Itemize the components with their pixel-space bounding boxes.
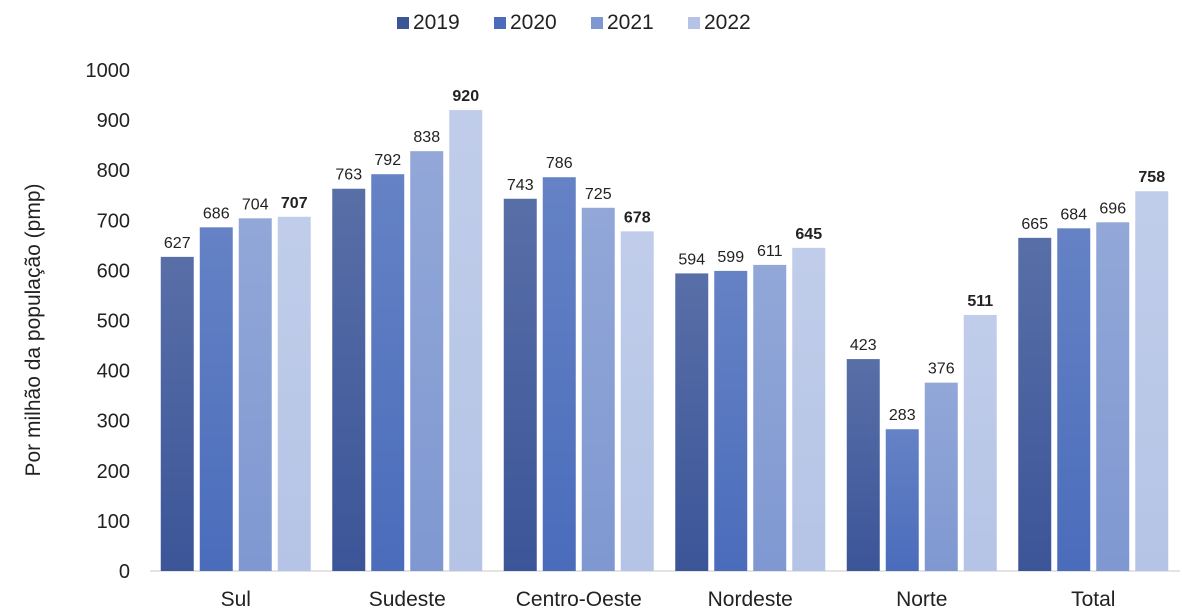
legend-swatch [688, 17, 700, 29]
bar-2020 [199, 227, 233, 571]
bar-2021 [581, 207, 615, 571]
bar-2019 [160, 256, 194, 571]
y-tick-label: 500 [97, 311, 130, 333]
data-labels: 627 686 704 707 763 792 838 920 743 786 725 678 594 5… [164, 88, 1165, 424]
bars [160, 110, 1169, 572]
data-label: 920 [452, 88, 479, 105]
data-label: 743 [507, 177, 534, 194]
data-label: 599 [717, 249, 744, 266]
bar-2022 [1135, 191, 1169, 571]
bar-2019 [332, 188, 366, 571]
data-label: 376 [928, 361, 955, 378]
y-tick-label: 600 [97, 260, 130, 282]
bar-2019 [1018, 237, 1052, 571]
legend-label: 2021 [607, 11, 654, 34]
y-tick-label: 400 [97, 361, 130, 383]
y-axis-title: Por milhão da população (pmp) [22, 184, 45, 477]
x-tick-label: Nordeste [708, 588, 793, 611]
legend: 2019 2020 2021 2022 [397, 11, 751, 34]
legend-label: 2020 [510, 11, 557, 34]
y-tick-label: 200 [97, 461, 130, 483]
data-label: 838 [413, 129, 440, 146]
x-tick-label: Centro-Oeste [516, 588, 642, 611]
bar-2019 [503, 198, 537, 571]
data-label: 423 [850, 337, 877, 354]
bar-2022 [963, 314, 997, 571]
data-label: 645 [795, 226, 822, 243]
bar-2020 [542, 177, 576, 572]
x-tick-label: Sul [221, 588, 251, 611]
bar-2021 [238, 218, 272, 571]
bar-2021 [410, 151, 444, 572]
x-tick-label: Sudeste [369, 588, 446, 611]
legend-label: 2022 [704, 11, 751, 34]
bar-2021 [753, 264, 787, 571]
legend-swatch [494, 17, 506, 29]
data-label: 283 [889, 407, 916, 424]
bar-2022 [792, 247, 826, 572]
data-label: 696 [1099, 200, 1126, 217]
data-label: 725 [585, 186, 612, 203]
y-tick-label: 100 [97, 511, 130, 533]
data-label: 704 [242, 196, 269, 213]
y-tick-label: 900 [97, 110, 130, 132]
bar-2022 [620, 231, 654, 571]
legend-swatch [397, 17, 409, 29]
data-label: 665 [1021, 216, 1048, 233]
y-tick-label: 700 [97, 210, 130, 232]
data-label: 763 [335, 167, 362, 184]
data-label: 627 [164, 235, 191, 252]
bar-2020 [371, 174, 405, 571]
bar-2019 [675, 273, 709, 571]
bar-2022 [449, 110, 483, 571]
y-tick-label: 1000 [86, 60, 131, 82]
bar-2021 [924, 382, 958, 571]
y-tick-label: 0 [119, 561, 130, 583]
bar-2020 [885, 429, 919, 571]
bar-2019 [846, 359, 880, 571]
data-label: 511 [967, 293, 993, 310]
x-axis: Sul Sudeste Centro-Oeste Nordeste Norte Total [150, 570, 1180, 611]
bar-2020 [714, 270, 748, 571]
y-tick-label: 300 [97, 411, 130, 433]
data-label: 758 [1138, 169, 1165, 186]
data-label: 786 [546, 155, 573, 172]
y-axis: 0 100 200 300 400 500 600 700 800 900 1000 [86, 60, 131, 583]
legend-label: 2019 [413, 11, 460, 34]
y-tick-label: 800 [97, 160, 130, 182]
bar-2021 [1096, 222, 1130, 571]
data-label: 686 [203, 205, 230, 222]
x-tick-label: Norte [896, 588, 947, 611]
data-label: 707 [281, 195, 308, 212]
data-label: 678 [624, 209, 651, 226]
bar-2022 [277, 216, 311, 571]
data-label: 594 [678, 251, 705, 268]
data-label: 792 [374, 152, 401, 169]
bar-2020 [1057, 228, 1091, 572]
data-label: 684 [1060, 206, 1087, 223]
legend-swatch [591, 17, 603, 29]
x-tick-label: Total [1071, 588, 1115, 611]
data-label: 611 [757, 243, 783, 260]
